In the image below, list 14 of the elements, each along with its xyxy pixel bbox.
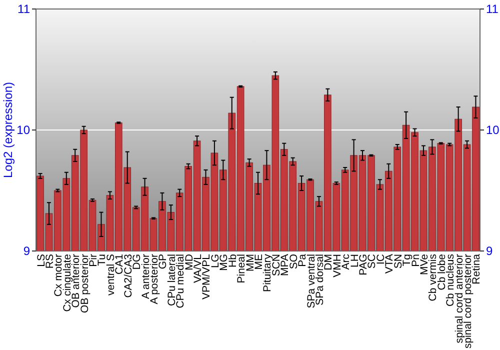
x-tick-label: DG [131, 254, 144, 270]
y-tick-label: 11 [18, 2, 30, 16]
x-tick-label: IC [374, 254, 387, 264]
x-tick-label: A posterior [148, 254, 160, 304]
y-tick-label: 9 [23, 244, 30, 258]
x-tick-label: Tg [401, 254, 414, 266]
x-tick-label: RS [44, 254, 56, 269]
y2-tick-label: 11 [486, 2, 499, 16]
x-tick-label: OB posterior [78, 254, 91, 313]
y2-tick-label: 10 [486, 123, 500, 138]
y-axis-title: Log2 (expression) [1, 82, 15, 178]
y2-tick-label: 9 [486, 244, 493, 258]
y-tick-label: 10 [16, 123, 30, 138]
x-tick-label: SPa dorsal [314, 254, 326, 306]
